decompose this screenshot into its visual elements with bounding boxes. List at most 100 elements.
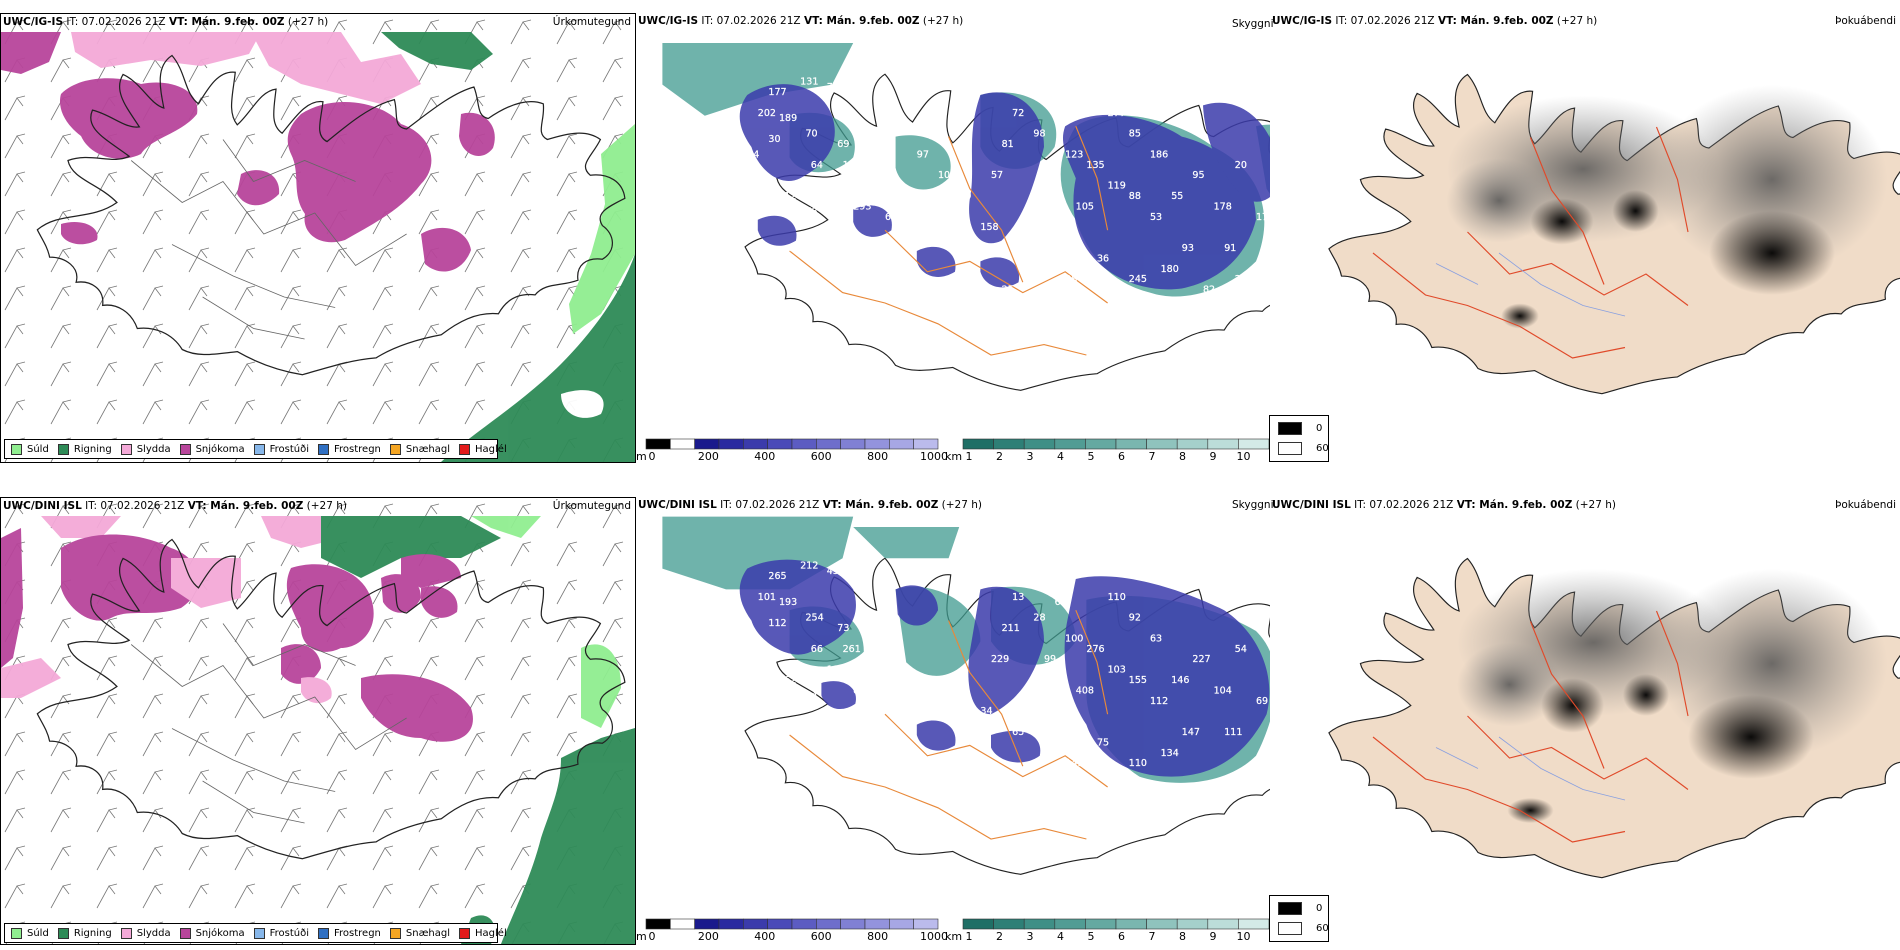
cloud-value-label: 62 [784, 675, 796, 686]
colorbar-tick-label: 9 [1209, 930, 1217, 943]
cloud-value-label: 93 [1182, 243, 1194, 254]
legend-swatch [318, 443, 329, 455]
colorbar-segment [670, 438, 695, 450]
colorbar-segment [913, 918, 939, 930]
colorbar-segment [1146, 918, 1178, 930]
cloud-value-label: 73 [1055, 113, 1067, 124]
cloud-value-label: 27 [1235, 274, 1247, 285]
cloud-value-label: 97 [917, 149, 929, 160]
cloud-value-label: 265 [768, 571, 786, 582]
cloud-value-label: 91 [832, 717, 844, 728]
cloud-value-label: 254 [806, 613, 824, 624]
cloud-value-label: 75 [1097, 737, 1109, 748]
cloud-value-label: 83 [1044, 243, 1056, 254]
legend-label: Haglél [475, 443, 507, 455]
legend-swatch [459, 927, 471, 939]
cloud-value-label: 11 [843, 160, 855, 171]
cloud-value-label: 155 [1129, 675, 1147, 686]
colorbar-segment [645, 918, 671, 930]
legend-label: 60 [1316, 443, 1329, 454]
cloud-value-label: 112 [1150, 696, 1168, 707]
legend-swatch [1278, 442, 1302, 455]
ceiling-colorbar: m 0 200 400 600 800 1000 [636, 438, 948, 468]
legend-swatch [57, 443, 69, 455]
cloud-value-label: 111 [1012, 243, 1030, 254]
colorbar-segment [1238, 918, 1270, 930]
legend-label: Súld [27, 927, 49, 939]
fog-panel-ig: UWC/IG-IS IT: 07.02.2026 21Z VT: Mán. 9.… [1270, 13, 1900, 453]
panel-header: UWC/IG-IS IT: 07.02.2026 21Z VT: Mán. 9.… [3, 16, 329, 28]
cloud-value-label: 104 [1214, 685, 1232, 696]
colorbar-segment [889, 918, 914, 930]
colorbar-tick-label: 3 [1026, 450, 1034, 463]
precip-legend-item: Snæhagl [389, 927, 450, 939]
colorbar-tick-label: 3 [1026, 930, 1034, 943]
cloud-value-label: 147 [1182, 727, 1200, 738]
colorbar-segment [767, 918, 793, 930]
colorbar-segment [1054, 438, 1086, 450]
colorbar-tick-label: 1000 [920, 450, 948, 463]
cloud-value-label: 57 [991, 170, 1003, 181]
cloud-map-ig: 177 131 77 202 189 70 30 24 69 64 76 12 78 11 293 60 65 6… [662, 43, 1270, 391]
colorbar-tick-label: 0 [648, 450, 656, 463]
colorbar-segment [1115, 438, 1147, 450]
colorbar-tick-label: 8 [1179, 930, 1186, 943]
precip-legend-item: Rigning [57, 443, 112, 455]
colorbar-tick-label: 200 [697, 930, 719, 943]
visibility-colorbar: km 1 2 3 4 5 6 7 8 9 10 [945, 918, 1271, 948]
cloud-value-label: 65 [832, 233, 844, 244]
colorbar-segment [913, 438, 939, 450]
fog-panel-dini: UWC/DINI ISL IT: 07.02.2026 21Z VT: Mán.… [1270, 497, 1900, 937]
fog-map-dini [1328, 557, 1900, 879]
precip-legend-item: Frostregn [318, 443, 381, 455]
colorbar-segment [1054, 918, 1086, 930]
precip-legend-item: Snjókoma [179, 443, 245, 455]
precip-legend-item: Haglél [459, 443, 507, 455]
cloud-value-label: 55 [1171, 191, 1183, 202]
colorbar-tick-label: 4 [1057, 450, 1064, 463]
precip-legend: Súld Rigning Slydda Snjókoma Frostúði Frostre… [4, 439, 507, 459]
fog-legend-item: 0 [1278, 902, 1322, 915]
cloud-value-label: 202 [758, 108, 776, 119]
colorbar-tick-label: 1 [965, 930, 973, 943]
colorbar-segment [1085, 918, 1117, 930]
cloud-value-label: 69 [837, 139, 849, 150]
cloud-value-label: 53 [1150, 212, 1162, 223]
colorbar-segment [670, 918, 695, 930]
cloud-value-label: 54 [806, 691, 818, 702]
legend-label: 0 [1316, 903, 1323, 914]
colorbar-segment [718, 438, 744, 450]
cloud-value-label: 123 [1065, 149, 1083, 160]
cloud-value-label: 28 [1033, 613, 1045, 624]
cloud-value-label: 177 [768, 87, 786, 98]
cloud-value-label: 185 [1044, 727, 1062, 738]
colorbar-segment [743, 438, 768, 450]
precip-legend-item: Slydda [120, 443, 171, 455]
fog-legend: 0 60 [1269, 415, 1329, 462]
colorbar-segment [645, 438, 671, 450]
cloud-value-label: 99 [1044, 654, 1056, 665]
colorbar-tick-label: 200 [697, 450, 719, 463]
colorbar-tick-label: 7 [1148, 930, 1156, 943]
cloud-value-label: 34 [980, 706, 992, 717]
cloud-value-label: 110 [1108, 592, 1126, 603]
colorbar-tick-label: 600 [810, 930, 832, 943]
cloud-value-label: 229 [991, 654, 1009, 665]
legend-label: 60 [1316, 923, 1329, 934]
colorbar-segment [1023, 438, 1056, 450]
cloud-value-label: 98 [1065, 274, 1077, 285]
cloud-value-label: 77 [827, 82, 839, 93]
cloud-value-label: 78 [806, 207, 818, 218]
colorbar-segment [1207, 918, 1239, 930]
cloud-value-label: 90 [959, 191, 971, 202]
cloud-value-label: 29 [790, 243, 802, 254]
legend-swatch [11, 443, 22, 455]
panel-header: UWC/DINI ISL IT: 07.02.2026 21Z VT: Mán.… [638, 499, 982, 511]
colorbar-tick-label: 600 [810, 450, 832, 463]
cloud-value-label: 13 [1012, 592, 1024, 603]
legend-swatch [179, 443, 191, 455]
fog-legend: 0 60 [1269, 895, 1329, 942]
legend-label: Súld [27, 443, 49, 455]
legend-swatch [11, 927, 22, 939]
cloud-value-label: 36 [1097, 253, 1109, 264]
